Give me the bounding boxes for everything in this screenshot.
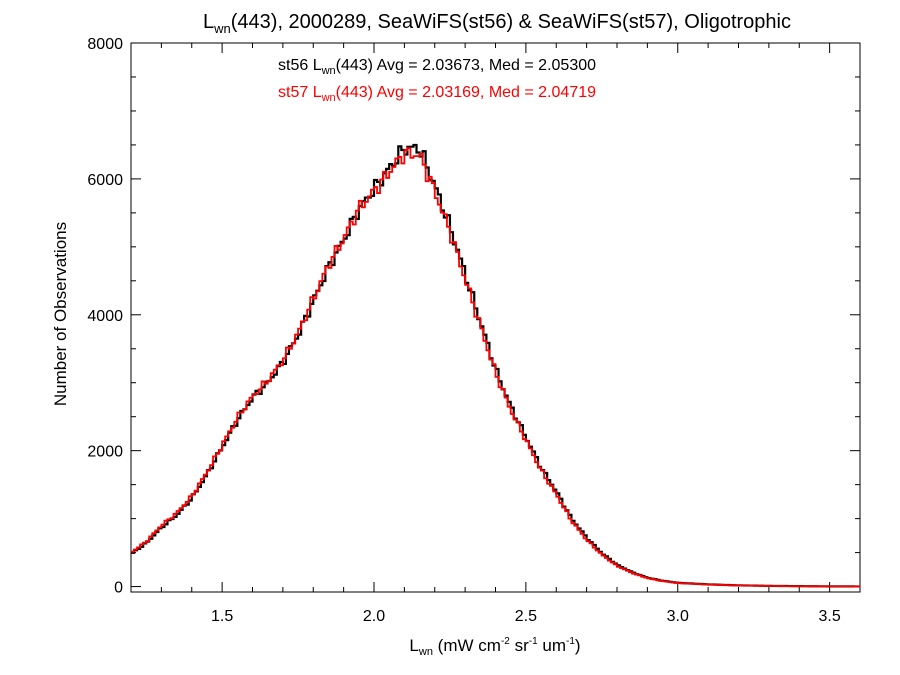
x-tick-label: 1.5	[211, 608, 233, 625]
y-tick-label: 2000	[87, 444, 123, 461]
axis-tick-labels: 1.5 2.0 2.5 3.0 3.5 0 2000 4000 6000 8000	[87, 36, 840, 625]
series-layer	[131, 143, 860, 588]
y-tick-label: 0	[114, 580, 123, 597]
x-axis-label: Lwn (mW cm-2 sr-1 um-1)	[409, 636, 580, 658]
y-axis-label: Number of Observations	[51, 222, 70, 406]
annotation-st57: st57 Lwn(443) Avg = 2.03169, Med = 2.047…	[278, 84, 596, 104]
chart-title: Lwn(443), 2000289, SeaWiFS(st56) & SeaWi…	[203, 11, 791, 36]
x-tick-label: 2.0	[363, 608, 385, 625]
plot-frame	[130, 42, 861, 593]
annotation-st56: st56 Lwn(443) Avg = 2.03673, Med = 2.053…	[278, 57, 596, 77]
y-tick-label: 8000	[87, 36, 123, 53]
x-tick-label: 3.5	[819, 608, 841, 625]
y-tick-label: 4000	[87, 308, 123, 325]
y-tick-label: 6000	[87, 172, 123, 189]
x-tick-label: 3.0	[667, 608, 689, 625]
x-tick-label: 2.5	[515, 608, 537, 625]
series-line-st57	[131, 147, 860, 588]
axis-ticks	[130, 42, 861, 592]
